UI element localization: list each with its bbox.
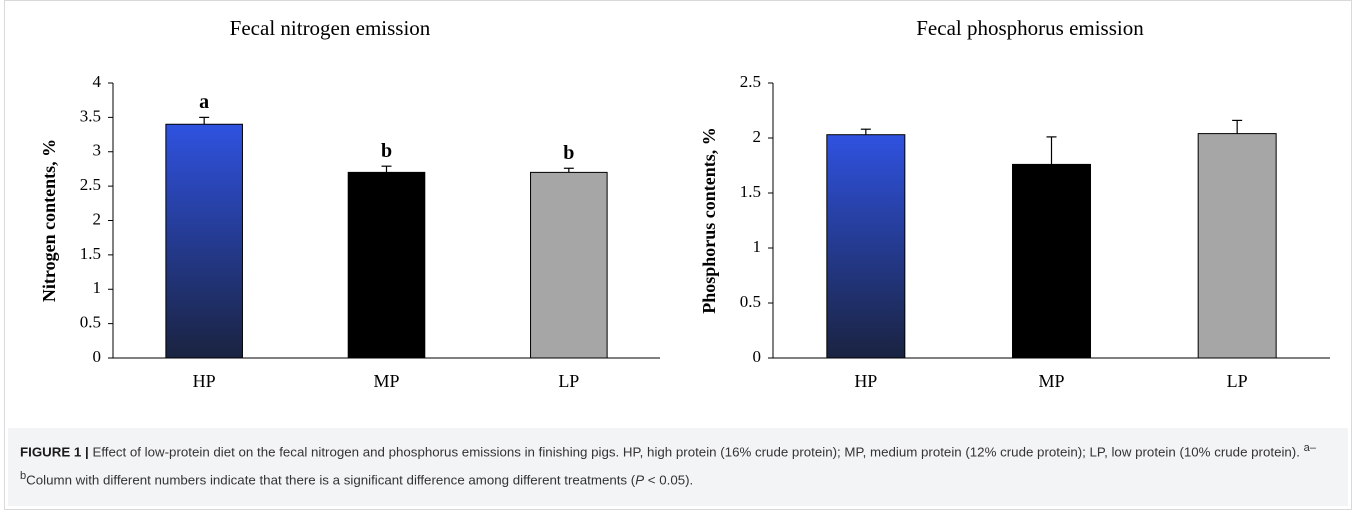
y-tick-label: 1.5 bbox=[740, 182, 761, 201]
bar bbox=[347, 171, 426, 359]
bar bbox=[530, 171, 608, 359]
y-tick-label: 2 bbox=[93, 209, 102, 228]
bar bbox=[165, 123, 243, 359]
caption-text: Effect of low-protein diet on the fecal … bbox=[88, 444, 1304, 460]
y-tick-label: 0.5 bbox=[740, 292, 761, 311]
chart-title: Fecal phosphorus emission bbox=[916, 16, 1144, 40]
caption-text: Column with different numbers indicate t… bbox=[26, 472, 636, 488]
y-tick-label: 0 bbox=[93, 347, 102, 366]
y-axis-label: Nitrogen contents, % bbox=[39, 139, 59, 302]
y-tick-label: 2.5 bbox=[80, 175, 101, 194]
x-tick-label: MP bbox=[373, 371, 399, 391]
y-tick-label: 2 bbox=[753, 127, 762, 146]
y-tick-label: 3.5 bbox=[80, 106, 101, 125]
y-tick-label: 1 bbox=[93, 278, 102, 297]
caption-label: FIGURE 1 | bbox=[20, 444, 89, 460]
caption: FIGURE 1 | Effect of low-protein diet on… bbox=[8, 428, 1348, 506]
caption-superscript: a–b bbox=[20, 442, 1316, 483]
bar bbox=[1197, 133, 1277, 359]
x-tick-label: HP bbox=[193, 371, 216, 391]
figure-frame bbox=[4, 0, 1352, 510]
y-tick-label: 3 bbox=[93, 141, 102, 160]
y-tick-label: 2.5 bbox=[740, 72, 761, 91]
significance-label: b bbox=[563, 142, 574, 164]
x-tick-label: MP bbox=[1038, 371, 1064, 391]
chart-title: Fecal nitrogen emission bbox=[230, 16, 431, 40]
charts: Fecal nitrogen emission Nitrogen contents… bbox=[39, 16, 1330, 391]
significance-label: a bbox=[199, 91, 209, 113]
caption-italic: P bbox=[635, 472, 645, 488]
x-tick-label: HP bbox=[854, 371, 877, 391]
y-tick-label: 1.5 bbox=[80, 244, 101, 263]
x-tick-label: LP bbox=[558, 371, 579, 391]
bar bbox=[826, 134, 906, 359]
x-tick-label: LP bbox=[1227, 371, 1248, 391]
y-tick-label: 4 bbox=[93, 72, 102, 91]
y-axis-label: Phosphorus contents, % bbox=[699, 127, 719, 314]
caption-text: < 0.05). bbox=[644, 472, 694, 488]
y-tick-label: 0.5 bbox=[80, 313, 101, 332]
y-tick-label: 0 bbox=[753, 347, 762, 366]
y-tick-label: 1 bbox=[753, 237, 762, 256]
significance-label: b bbox=[381, 140, 392, 162]
bar bbox=[1012, 163, 1091, 359]
